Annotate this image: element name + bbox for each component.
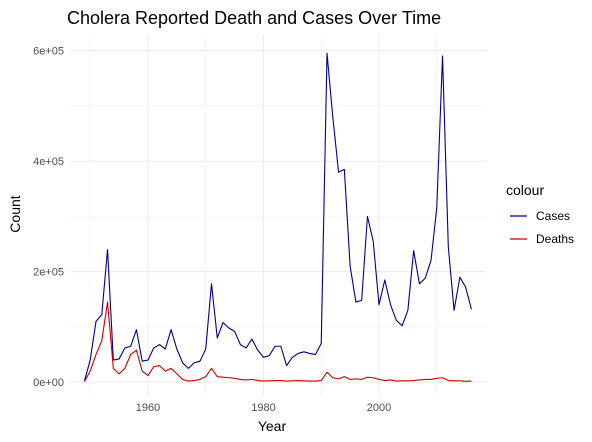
y-tick-label: 4e+05 <box>33 156 64 168</box>
x-tick-label: 1960 <box>136 402 160 414</box>
x-tick-label: 2000 <box>367 402 391 414</box>
legend: colour Cases Deaths <box>506 182 574 246</box>
y-axis-title: Count <box>7 195 23 232</box>
series-line-cases <box>83 52 472 382</box>
series-line-deaths <box>83 301 472 382</box>
x-tick-label: 1980 <box>251 402 275 414</box>
plot-series <box>83 52 472 382</box>
chart-title: Cholera Reported Death and Cases Over Ti… <box>67 8 441 28</box>
y-axis-ticks: 0e+00 2e+05 4e+05 6e+05 <box>33 46 64 390</box>
x-axis-ticks: 1960 1980 2000 <box>136 402 392 414</box>
y-tick-label: 0e+00 <box>33 377 64 389</box>
x-axis-title: Year <box>258 418 287 434</box>
legend-title: colour <box>506 182 544 198</box>
y-tick-label: 6e+05 <box>33 46 64 58</box>
y-tick-label: 2e+05 <box>33 267 64 279</box>
legend-items: Cases Deaths <box>510 209 574 246</box>
grid-lines <box>70 34 487 396</box>
legend-label-deaths: Deaths <box>536 232 574 246</box>
legend-label-cases: Cases <box>536 209 570 223</box>
